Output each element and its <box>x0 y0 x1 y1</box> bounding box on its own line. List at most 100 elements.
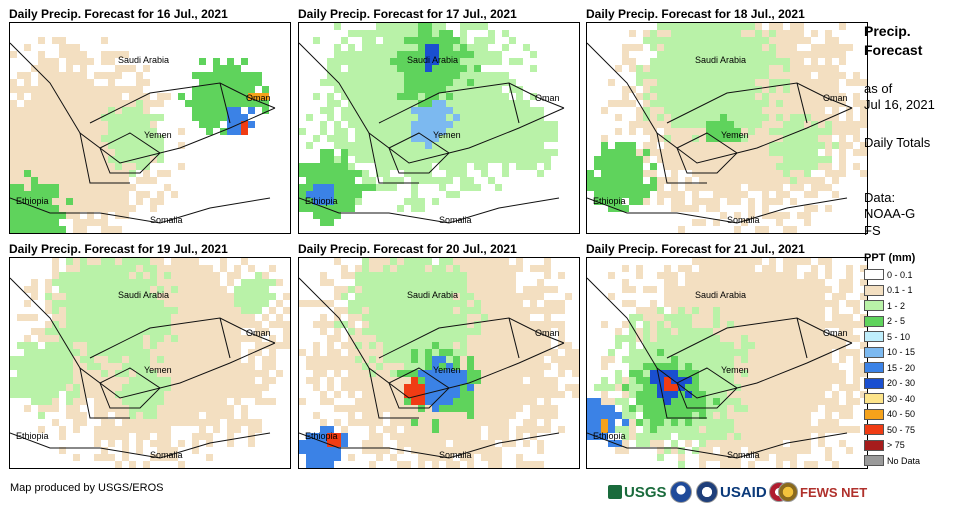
precip-cell <box>790 163 797 170</box>
precip-cell <box>460 107 467 114</box>
precip-cell <box>241 58 248 65</box>
precip-cell <box>755 163 762 170</box>
precip-cell <box>839 23 846 30</box>
precip-cell <box>143 114 150 121</box>
precip-cell <box>818 314 825 321</box>
precip-cell <box>241 121 248 128</box>
precip-cell <box>178 461 185 468</box>
precip-cell <box>839 100 846 107</box>
precip-cell <box>804 440 811 447</box>
precip-cell <box>636 363 643 370</box>
precip-cell <box>411 342 418 349</box>
precip-cell <box>313 300 320 307</box>
precip-cell <box>164 265 171 272</box>
precip-cell <box>17 370 24 377</box>
precip-cell <box>467 51 474 58</box>
precip-cell <box>762 426 769 433</box>
precip-cell <box>853 300 860 307</box>
precip-cell <box>671 328 678 335</box>
precip-cell <box>762 433 769 440</box>
precip-cell <box>762 51 769 58</box>
precip-cell <box>355 65 362 72</box>
precip-cell <box>418 72 425 79</box>
precip-cell <box>432 321 439 328</box>
precip-cell <box>52 198 59 205</box>
precip-cell <box>818 135 825 142</box>
precip-cell <box>790 433 797 440</box>
boundary-line <box>508 82 520 124</box>
precip-cell <box>692 335 699 342</box>
precip-cell <box>397 149 404 156</box>
precip-cell <box>467 93 474 100</box>
precip-cell <box>783 419 790 426</box>
precip-cell <box>10 177 17 184</box>
precip-cell <box>52 384 59 391</box>
precip-cell <box>804 219 811 226</box>
precip-cell <box>671 79 678 86</box>
precip-cell <box>460 37 467 44</box>
precip-cell <box>727 191 734 198</box>
precip-cell <box>136 72 143 79</box>
precip-cell <box>544 377 551 384</box>
precip-cell <box>594 163 601 170</box>
country-label-yemen: Yemen <box>433 365 461 375</box>
precip-cell <box>150 349 157 356</box>
precip-cell <box>136 135 143 142</box>
precip-cell <box>467 391 474 398</box>
precip-cell <box>115 328 122 335</box>
precip-cell <box>213 286 220 293</box>
precip-cell <box>495 121 502 128</box>
precip-cell <box>45 398 52 405</box>
precip-cell <box>755 286 762 293</box>
precip-cell <box>446 314 453 321</box>
precip-cell <box>150 307 157 314</box>
precip-cell <box>692 314 699 321</box>
precip-cell <box>52 205 59 212</box>
precip-cell <box>516 370 523 377</box>
precip-cell <box>783 272 790 279</box>
precip-cell <box>692 342 699 349</box>
precip-cell <box>404 328 411 335</box>
precip-cell <box>178 384 185 391</box>
precip-cell <box>446 433 453 440</box>
precip-cell <box>341 177 348 184</box>
precip-cell <box>66 321 73 328</box>
precip-cell <box>643 184 650 191</box>
precip-cell <box>551 300 558 307</box>
precip-cell <box>362 121 369 128</box>
precip-cell <box>446 37 453 44</box>
precip-cell <box>776 454 783 461</box>
precip-cell <box>425 265 432 272</box>
precip-cell <box>425 384 432 391</box>
precip-cell <box>495 142 502 149</box>
precip-cell <box>108 349 115 356</box>
precip-cell <box>348 149 355 156</box>
precip-cell <box>87 191 94 198</box>
precip-cell <box>66 58 73 65</box>
precip-cell <box>797 58 804 65</box>
precip-cell <box>150 300 157 307</box>
precip-cell <box>52 293 59 300</box>
precip-cell <box>376 279 383 286</box>
precip-cell <box>432 412 439 419</box>
precip-cell <box>818 79 825 86</box>
precip-cell <box>727 100 734 107</box>
precip-cell <box>706 426 713 433</box>
precip-cell <box>755 335 762 342</box>
precip-cell <box>362 135 369 142</box>
precip-cell <box>10 219 17 226</box>
precip-cell <box>143 321 150 328</box>
precip-cell <box>52 128 59 135</box>
precip-cell <box>59 307 66 314</box>
precip-cell <box>52 184 59 191</box>
precip-cell <box>678 300 685 307</box>
precip-cell <box>73 191 80 198</box>
precip-cell <box>558 391 565 398</box>
precip-cell <box>825 37 832 44</box>
precip-cell <box>523 370 530 377</box>
precip-cell <box>727 349 734 356</box>
precip-cell <box>664 370 671 377</box>
precip-cell <box>713 86 720 93</box>
precip-cell <box>629 142 636 149</box>
precip-cell <box>439 23 446 30</box>
